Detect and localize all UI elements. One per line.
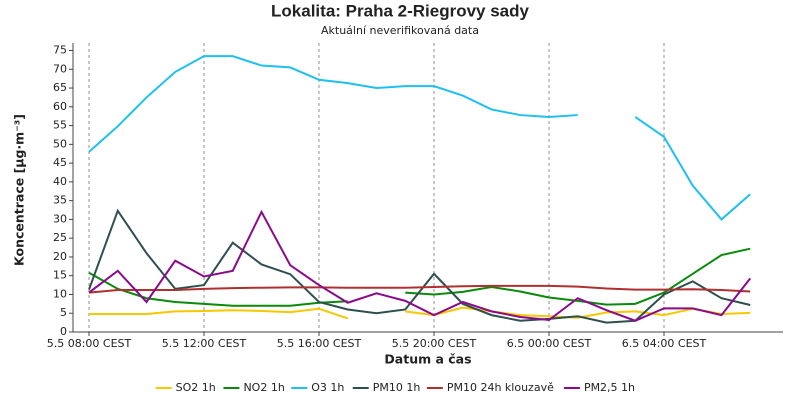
series-line — [88, 55, 751, 221]
legend-label: SO2 1h — [176, 381, 216, 394]
series-line — [88, 208, 751, 324]
legend-label: PM2,5 1h — [584, 381, 635, 394]
x-tick-label: 5.5 08:00 CEST — [47, 337, 132, 350]
y-tick-label: 45 — [53, 156, 67, 169]
y-axis-label: Koncentrace [µg·m⁻³] — [12, 114, 27, 266]
y-tick-label: 35 — [53, 194, 67, 207]
y-tick-label: 20 — [53, 250, 67, 263]
legend-label: PM10 24h klouzavě — [447, 381, 554, 394]
x-tick-label: 5.5 20:00 CEST — [392, 337, 477, 350]
y-tick-label: 75 — [53, 44, 67, 57]
series-line — [88, 247, 751, 307]
y-tick-label: 55 — [53, 119, 67, 132]
y-tick-label: 5 — [60, 306, 67, 319]
y-tick-label: 25 — [53, 231, 67, 244]
y-tick-label: 70 — [53, 62, 67, 75]
x-tick-label: 5.5 16:00 CEST — [277, 337, 362, 350]
series-line — [88, 284, 751, 294]
x-tick-label: 5.5 12:00 CEST — [162, 337, 247, 350]
x-tick-label: 6.5 04:00 CEST — [622, 337, 707, 350]
legend-label: NO2 1h — [243, 381, 284, 394]
legend-label: O3 1h — [311, 381, 344, 394]
x-axis-label: Datum a čas — [384, 352, 471, 367]
y-tick-label: 0 — [60, 325, 67, 338]
y-tick-label: 10 — [53, 287, 67, 300]
y-tick-label: 30 — [53, 212, 67, 225]
x-tick-label: 6.5 00:00 CEST — [507, 337, 592, 350]
y-tick-label: 60 — [53, 100, 67, 113]
y-tick-label: 40 — [53, 175, 67, 188]
y-tick-label: 50 — [53, 137, 67, 150]
y-tick-label: 65 — [53, 81, 67, 94]
chart-title: Lokalita: Praha 2-Riegrovy sady — [271, 1, 529, 20]
y-tick-label: 15 — [53, 269, 67, 282]
chart-subtitle: Aktuální neverifikovaná data — [321, 24, 479, 37]
series-line — [88, 209, 752, 322]
legend-label: PM10 1h — [373, 381, 421, 394]
